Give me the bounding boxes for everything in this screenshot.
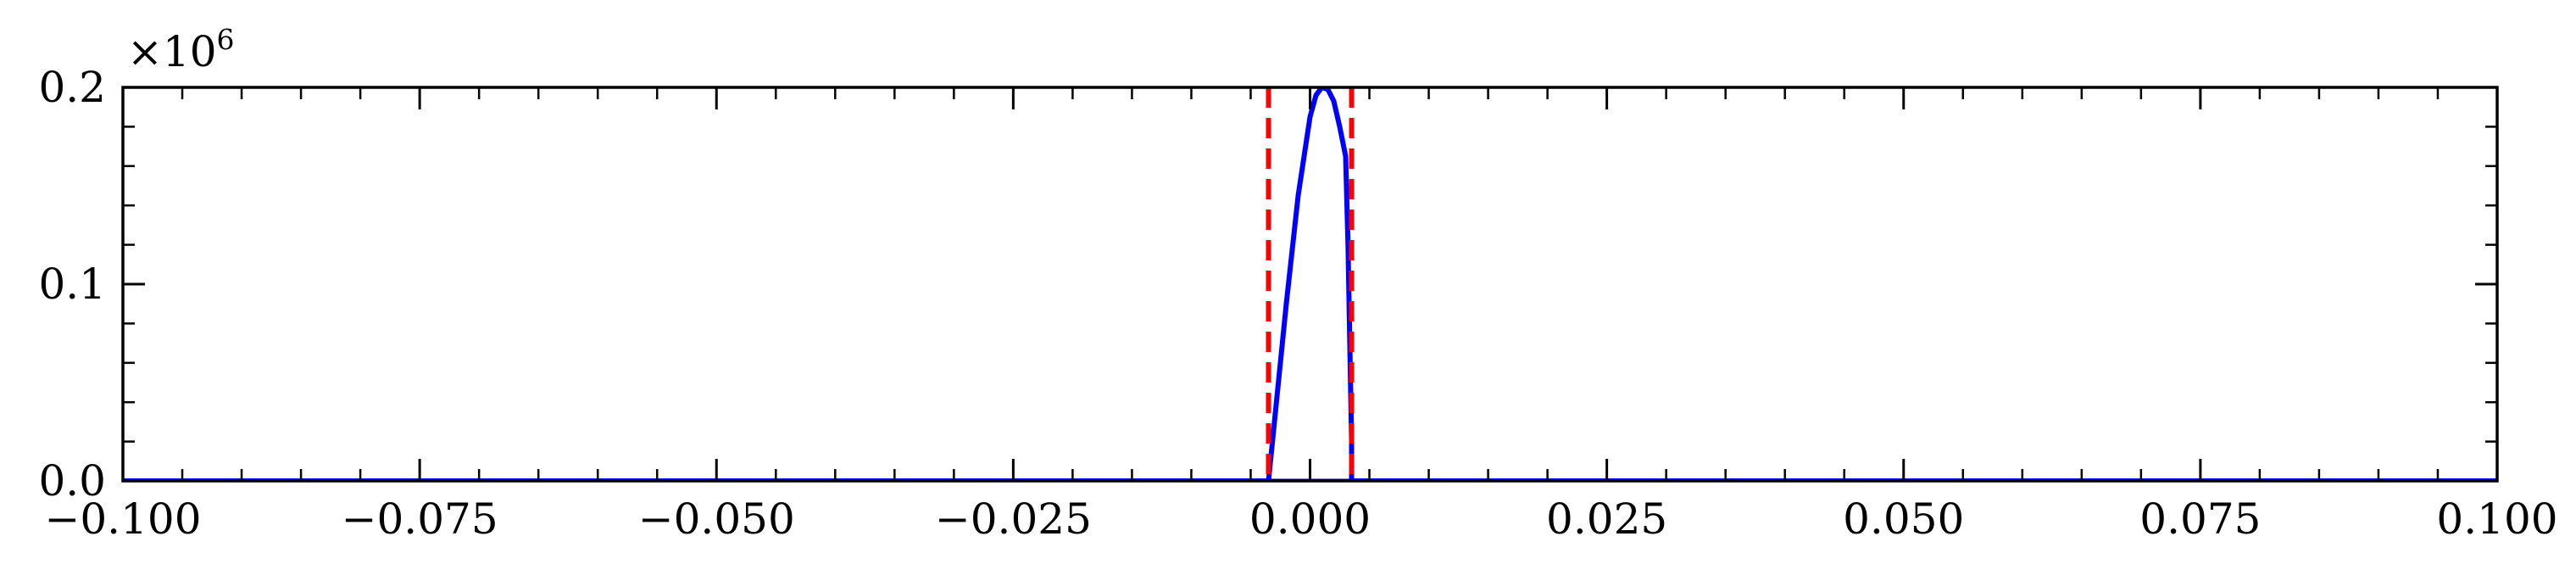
x-tick-label: 0.050 <box>1843 494 1964 544</box>
y-axis-multiplier: ×106 <box>127 23 235 76</box>
x-tick-label: −0.100 <box>44 494 201 544</box>
y-tick-label: 0.0 <box>38 456 106 506</box>
x-tick-label: −0.050 <box>638 494 795 544</box>
x-tick-label: 0.100 <box>2436 494 2557 544</box>
axes-frame <box>121 86 2499 483</box>
x-tick-label: −0.075 <box>342 494 498 544</box>
y-tick-label: 0.2 <box>38 63 106 112</box>
x-tick-label: 0.075 <box>2139 494 2261 544</box>
x-tick-label: −0.025 <box>935 494 1092 544</box>
x-tick-label: 0.025 <box>1546 494 1667 544</box>
axes: −0.100 −0.075 −0.050 −0.025 0.000 0.025 0.050 0… <box>38 63 2557 544</box>
y-tick-label: 0.1 <box>38 260 106 309</box>
y-multiplier-base: ×10 <box>127 27 217 76</box>
series-line-density <box>123 87 2497 481</box>
y-multiplier-exponent: 6 <box>217 23 235 56</box>
x-tick-label: 0.000 <box>1249 494 1371 544</box>
plot-area <box>123 87 2497 481</box>
